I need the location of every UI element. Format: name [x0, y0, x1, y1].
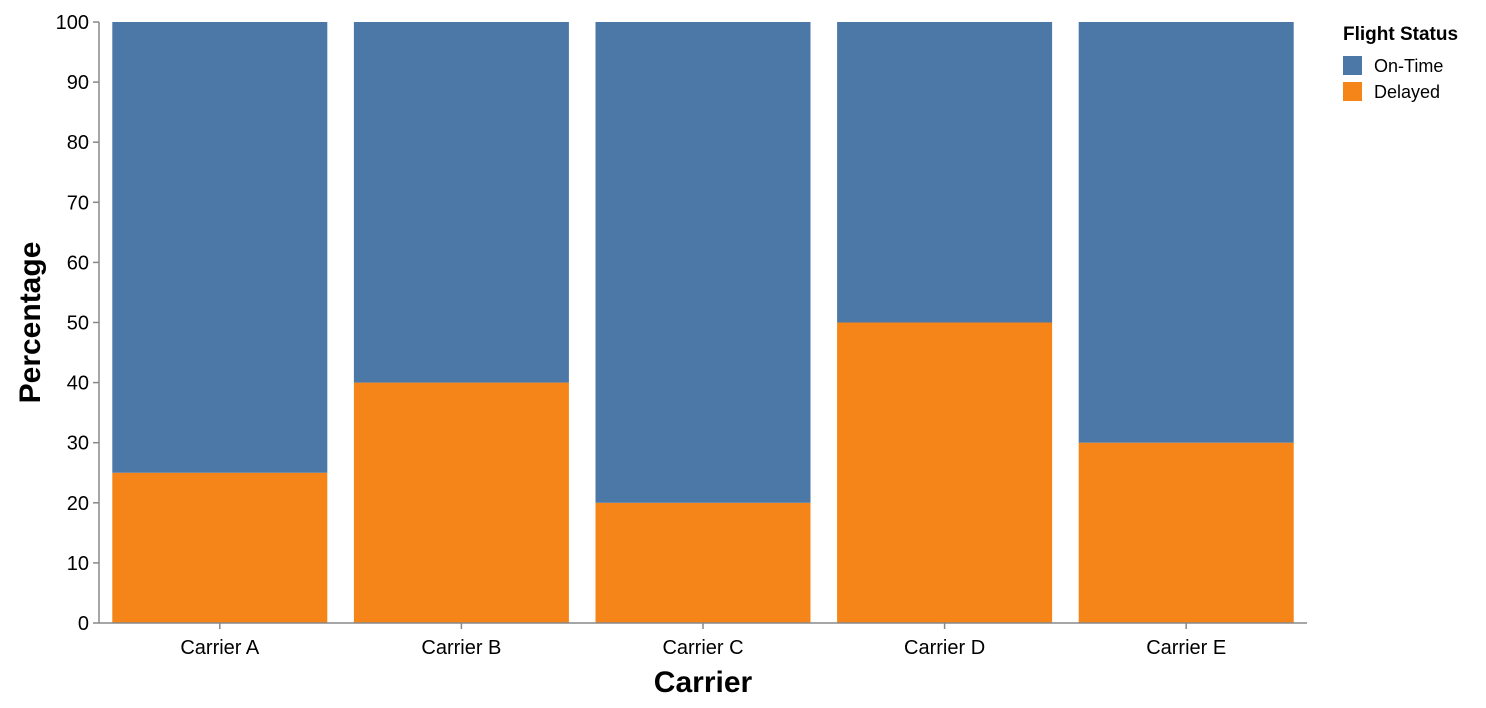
x-tick-label: Carrier D [904, 637, 985, 659]
x-axis: Carrier A Carrier B Carrier C Carrier D Carr… [99, 622, 1307, 659]
x-tick-label: Carrier B [421, 637, 501, 659]
y-axis-title: Percentage [14, 242, 47, 404]
y-tick-label: 60 [67, 252, 89, 274]
y-tick-label: 50 [67, 313, 89, 335]
bar-delayed-carrier-b [353, 382, 569, 623]
y-axis: 0 10 20 30 40 50 60 70 80 90 100 [56, 12, 100, 635]
y-tick-label: 80 [67, 132, 89, 154]
bar-delayed-carrier-e [1078, 442, 1294, 623]
bar-on-time-carrier-d [837, 22, 1053, 323]
legend-swatch-delayed [1343, 82, 1362, 101]
x-axis-title: Carrier [654, 666, 753, 699]
bar-on-time-carrier-a [112, 22, 328, 473]
y-tick-label: 30 [67, 433, 89, 455]
legend: Flight Status On-Time Delayed [1343, 24, 1458, 102]
bars-layer [112, 22, 1294, 623]
bar-delayed-carrier-d [837, 322, 1053, 623]
bar-on-time-carrier-b [353, 22, 569, 383]
x-tick-label: Carrier C [662, 637, 743, 659]
x-tick-label: Carrier E [1146, 637, 1226, 659]
legend-title: Flight Status [1343, 24, 1458, 45]
y-tick-label: 90 [67, 72, 89, 94]
y-tick-label: 20 [67, 493, 89, 515]
y-tick-label: 10 [67, 553, 89, 575]
bar-delayed-carrier-c [595, 502, 811, 623]
y-tick-label: 70 [67, 192, 89, 214]
bar-on-time-carrier-e [1078, 22, 1294, 443]
y-tick-label: 0 [78, 613, 89, 635]
legend-label: On-Time [1374, 56, 1443, 76]
y-tick-label: 40 [67, 373, 89, 395]
bar-on-time-carrier-c [595, 22, 811, 503]
legend-label: Delayed [1374, 82, 1440, 102]
legend-swatch-on-time [1343, 56, 1362, 75]
bar-delayed-carrier-a [112, 472, 328, 623]
y-tick-label: 100 [56, 12, 89, 34]
x-tick-label: Carrier A [180, 637, 260, 659]
